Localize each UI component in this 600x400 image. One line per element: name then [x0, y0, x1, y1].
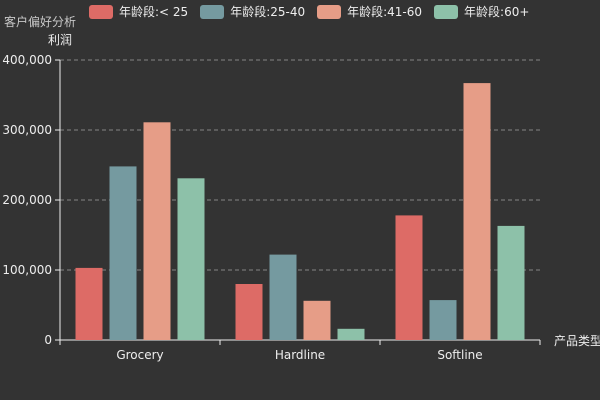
- bar[interactable]: [235, 284, 263, 340]
- x-axis-title: 产品类型: [554, 334, 600, 348]
- bar[interactable]: [75, 267, 103, 340]
- y-axis-title: 利润: [48, 33, 72, 47]
- bar[interactable]: [463, 83, 491, 340]
- legend-item[interactable]: 年龄段:41-60: [317, 3, 422, 20]
- legend-label: 年龄段:41-60: [347, 5, 423, 19]
- bar[interactable]: [177, 178, 205, 340]
- legend-label: 年龄段:60+: [464, 5, 530, 19]
- y-tick-label: 400,000: [2, 53, 52, 67]
- axes: [55, 59, 541, 345]
- y-tick-label: 100,000: [2, 263, 52, 277]
- bar[interactable]: [337, 328, 365, 340]
- legend-swatch: [200, 4, 225, 19]
- legend-label: 年龄段:25-40: [230, 5, 306, 19]
- legend-swatch: [434, 4, 459, 19]
- bar[interactable]: [143, 122, 171, 340]
- legend[interactable]: 年龄段:< 25 年龄段:25-40 年龄段:41-60 年龄段:60+: [89, 3, 529, 20]
- bar[interactable]: [395, 215, 423, 340]
- x-tick-label: Grocery: [116, 348, 163, 362]
- y-tick-label: 300,000: [2, 123, 52, 137]
- chart-title: 客户偏好分析: [4, 15, 77, 29]
- y-tick-label: 0: [44, 333, 52, 347]
- gridlines: [60, 59, 540, 271]
- x-tick-label: Hardline: [275, 348, 325, 362]
- legend-item[interactable]: 年龄段:25-40: [200, 3, 305, 20]
- bar[interactable]: [109, 166, 137, 340]
- bar[interactable]: [497, 225, 525, 340]
- legend-swatch: [89, 4, 113, 19]
- legend-item[interactable]: 年龄段:< 25: [89, 3, 188, 20]
- legend-item[interactable]: 年龄段:60+: [434, 3, 529, 20]
- x-tick-label: Softline: [437, 348, 482, 362]
- y-tick-label: 200,000: [2, 193, 52, 207]
- legend-swatch: [317, 4, 342, 19]
- legend-label: 年龄段:< 25: [119, 5, 189, 19]
- bar[interactable]: [269, 254, 297, 340]
- bars[interactable]: [75, 83, 525, 340]
- bar[interactable]: [429, 300, 457, 340]
- bar[interactable]: [303, 300, 331, 340]
